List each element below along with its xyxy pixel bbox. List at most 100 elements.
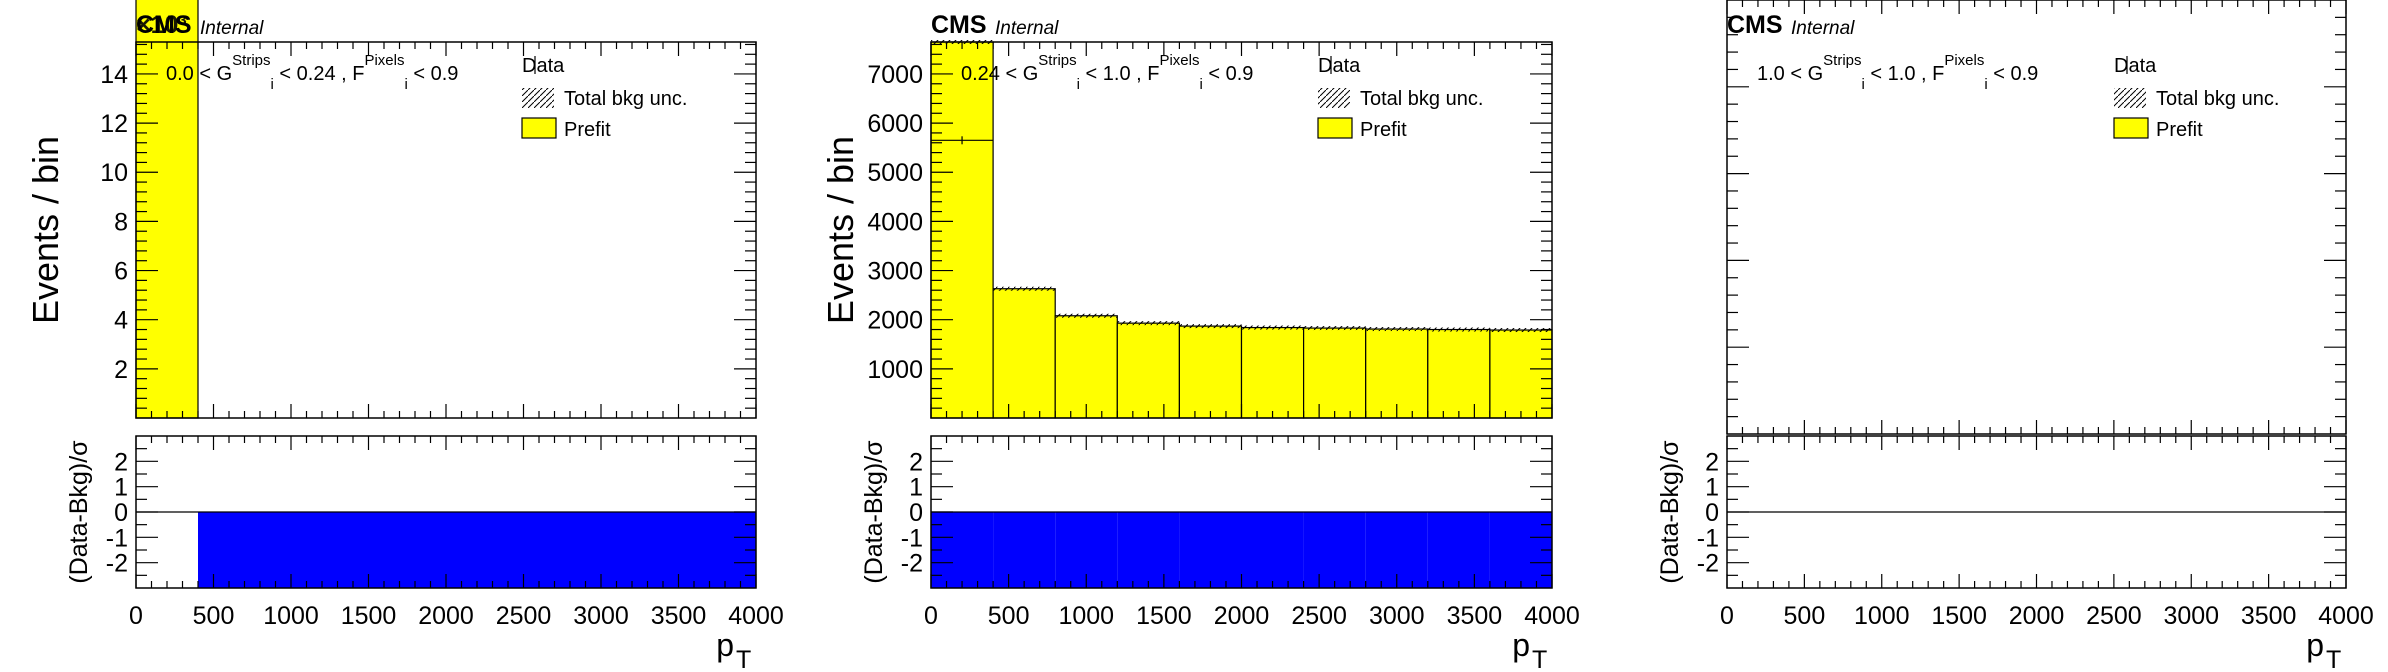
x-tick-label: 3000 xyxy=(2163,602,2219,630)
y-tick-label: 5000 xyxy=(867,159,923,187)
y-tick-label: 6000 xyxy=(867,110,923,138)
prefit-bar xyxy=(1302,327,1367,419)
prefit-bar xyxy=(1116,322,1181,419)
x-tick-label: 500 xyxy=(193,602,235,630)
legend-unc-swatch xyxy=(522,88,554,108)
x-tick-label: 2500 xyxy=(496,602,552,630)
category-superscript: Strips xyxy=(1823,52,1861,69)
bkg-unc-band xyxy=(1179,324,1242,329)
prefit-bar xyxy=(1489,329,1553,419)
ratio-y-tick-label: 2 xyxy=(1705,448,1719,476)
x-tick-label: 1500 xyxy=(341,602,397,630)
category-label: 1.0 < GStripsi < 1.0 , FPixelsi < 0.9 xyxy=(1757,52,2038,93)
prefit-bar xyxy=(1427,328,1491,419)
legend-prefit-label: Prefit xyxy=(1360,119,1407,141)
x-axis-label-subscript: T xyxy=(736,646,751,672)
category-superscript: Pixels xyxy=(1159,52,1199,69)
legend-unc-label: Total bkg unc. xyxy=(2156,88,2279,110)
prefit-bar xyxy=(992,288,1056,419)
legend-prefit-swatch xyxy=(2113,117,2149,139)
category-text: < 0.24 , F xyxy=(274,63,365,85)
category-superscript: Pixels xyxy=(364,52,404,69)
x-tick-label: 4000 xyxy=(728,602,784,630)
pull-bar xyxy=(1241,512,1304,588)
y-tick-label: 6 xyxy=(114,258,128,286)
x-tick-label: 0 xyxy=(924,602,938,630)
category-superscript: Strips xyxy=(1038,52,1076,69)
pull-bar xyxy=(1303,512,1366,588)
y-tick-label: 4 xyxy=(114,307,128,335)
cms-label: CMS xyxy=(136,11,192,39)
y-tick-label: 2000 xyxy=(867,307,923,335)
legend-prefit-swatch xyxy=(1317,117,1353,139)
x-tick-label: 3500 xyxy=(651,602,707,630)
ratio-y-tick-label: -1 xyxy=(901,524,923,552)
y-tick-label: 8 xyxy=(114,208,128,236)
bkg-unc-band xyxy=(1489,328,1552,333)
bkg-unc-band xyxy=(1303,326,1366,331)
ratio-axis-label: (Data-Bkg)/σ xyxy=(860,440,888,584)
category-subscript: i xyxy=(1077,76,1080,93)
legend-unc-label: Total bkg unc. xyxy=(1360,88,1483,110)
ratio-y-tick-label: 0 xyxy=(114,499,128,527)
pull-bar xyxy=(1427,512,1490,588)
x-tick-label: 3500 xyxy=(2241,602,2297,630)
y-tick-label: 7000 xyxy=(867,61,923,89)
internal-label: Internal xyxy=(995,18,1059,39)
category-subscript: i xyxy=(1199,76,1202,93)
y-tick-label: 3000 xyxy=(867,258,923,286)
y-axis-label: Events / bin xyxy=(820,136,861,324)
category-text: < 0.9 xyxy=(1203,63,1254,85)
x-tick-label: 3000 xyxy=(573,602,629,630)
legend-prefit-swatch xyxy=(521,117,557,139)
y-tick-label: 14 xyxy=(100,61,128,89)
x-tick-label: 3000 xyxy=(1369,602,1425,630)
x-tick-label: 500 xyxy=(1784,602,1826,630)
category-subscript: i xyxy=(1862,76,1865,93)
x-tick-label: 4000 xyxy=(2318,602,2374,630)
legend-prefit-label: Prefit xyxy=(2156,119,2203,141)
y-tick-label: 10 xyxy=(100,159,128,187)
legend-data-label: Data xyxy=(2114,55,2157,77)
cms-label: CMS xyxy=(931,11,987,39)
category-text: 0.24 < G xyxy=(961,63,1038,85)
y-tick-label: 12 xyxy=(100,110,128,138)
x-axis-label: p xyxy=(716,627,734,663)
bkg-unc-band xyxy=(993,286,1056,291)
pull-bar xyxy=(198,512,756,588)
category-superscript: Pixels xyxy=(1944,52,1984,69)
cms-label: CMS xyxy=(1727,11,1783,39)
category-text: 0.0 < G xyxy=(166,63,232,85)
category-label: 0.24 < GStripsi < 1.0 , FPixelsi < 0.9 xyxy=(961,52,1253,93)
prefit-bar xyxy=(1240,326,1305,419)
legend-data-label: Data xyxy=(1318,55,1361,77)
category-text: < 0.9 xyxy=(408,63,459,85)
ratio-y-tick-label: -2 xyxy=(901,550,923,578)
category-text: < 1.0 , F xyxy=(1865,63,1944,85)
x-tick-label: 1000 xyxy=(1058,602,1114,630)
x-axis-label-subscript: T xyxy=(2326,646,2341,672)
x-tick-label: 3500 xyxy=(1447,602,1503,630)
x-tick-label: 4000 xyxy=(1524,602,1580,630)
category-label: 0.0 < GStripsi < 0.24 , FPixelsi < 0.9 xyxy=(166,52,458,93)
x-tick-label: 2500 xyxy=(1291,602,1347,630)
ratio-axis-label: (Data-Bkg)/σ xyxy=(65,440,93,584)
category-subscript: i xyxy=(271,76,274,93)
prefit-bar xyxy=(930,41,994,419)
ratio-y-tick-label: -1 xyxy=(1697,524,1719,552)
x-tick-label: 500 xyxy=(988,602,1030,630)
category-subscript: i xyxy=(404,76,407,93)
legend-unc-swatch xyxy=(2114,88,2146,108)
ratio-y-tick-label: 1 xyxy=(909,474,923,502)
bkg-unc-band xyxy=(1117,321,1180,326)
ratio-y-tick-label: -2 xyxy=(106,550,128,578)
x-tick-label: 1500 xyxy=(1136,602,1192,630)
legend-unc-swatch xyxy=(1318,88,1350,108)
x-tick-label: 1500 xyxy=(1931,602,1987,630)
x-axis-label: p xyxy=(1512,627,1530,663)
x-axis-label-subscript: T xyxy=(1532,646,1547,672)
y-tick-label: 1000 xyxy=(867,356,923,384)
category-text: < 1.0 , F xyxy=(1080,63,1159,85)
internal-label: Internal xyxy=(200,18,264,39)
